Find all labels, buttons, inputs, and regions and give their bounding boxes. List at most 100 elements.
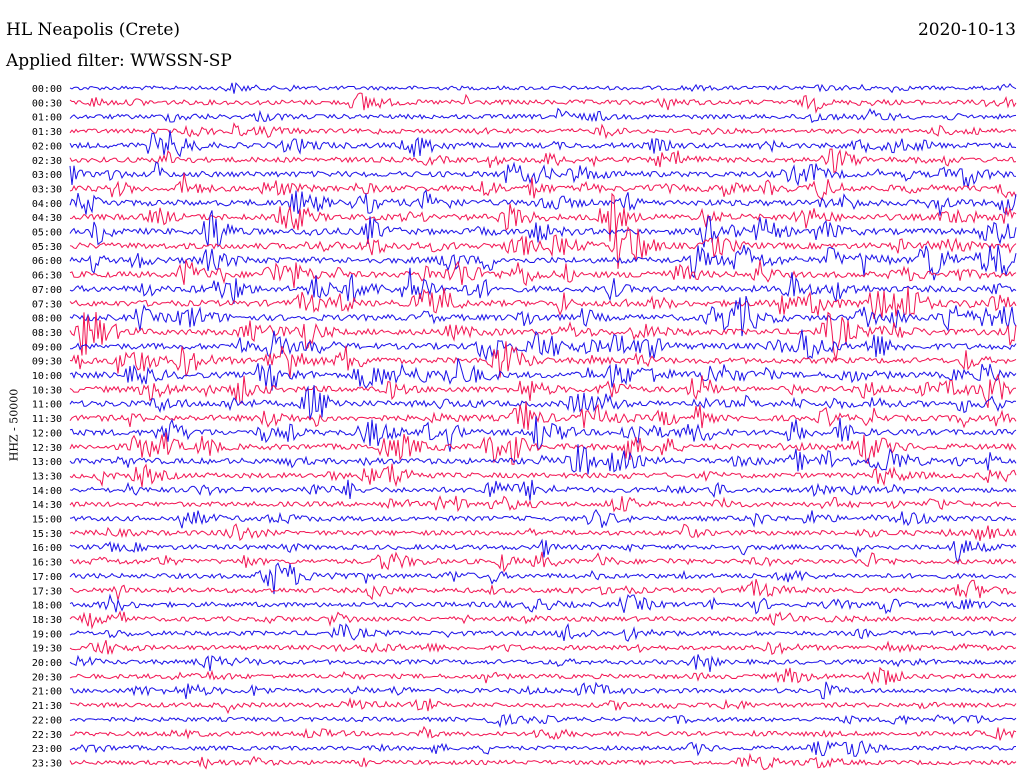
row-time-label: 06:30 <box>32 271 62 282</box>
row-time-label: 21:00 <box>32 687 62 698</box>
trace-row <box>69 92 1017 114</box>
row-time-label: 08:00 <box>32 314 62 325</box>
trace-row <box>69 666 1017 685</box>
trace-row <box>69 562 1017 595</box>
trace-row <box>69 107 1017 124</box>
row-time-label: 22:30 <box>32 730 62 741</box>
trace-row <box>69 479 1017 501</box>
trace-row <box>69 161 1017 189</box>
row-time-label: 02:30 <box>32 156 62 167</box>
row-time-label: 10:00 <box>32 371 62 382</box>
trace-row <box>69 358 1017 391</box>
trace-row <box>69 189 1017 216</box>
row-time-label: 19:30 <box>32 644 62 655</box>
row-time-label: 06:00 <box>32 256 62 267</box>
row-time-label: 17:00 <box>32 572 62 583</box>
row-time-label: 21:30 <box>32 701 62 712</box>
station-title: HL Neapolis (Crete) <box>6 20 181 40</box>
trace-row <box>69 82 1017 94</box>
trace-row <box>69 286 1017 319</box>
trace-row <box>69 713 1017 729</box>
row-label-layer: 00:00 00:30 01:00 01:30 02:00 02:30 03:00 03:30… <box>32 84 62 769</box>
trace-row <box>69 311 1017 361</box>
trace-row <box>69 267 1017 304</box>
trace-row <box>69 259 1017 288</box>
trace-row <box>69 385 1017 420</box>
trace-row <box>69 192 1017 242</box>
trace-row <box>69 640 1017 655</box>
trace-row <box>69 122 1017 140</box>
trace-row <box>69 373 1017 408</box>
trace-row <box>69 681 1017 700</box>
row-time-label: 20:00 <box>32 658 62 669</box>
trace-row <box>69 244 1017 281</box>
row-time-label: 03:30 <box>32 184 62 195</box>
row-time-label: 02:00 <box>32 141 62 152</box>
row-time-label: 16:30 <box>32 558 62 569</box>
row-time-label: 00:00 <box>32 84 62 95</box>
row-time-label: 15:30 <box>32 529 62 540</box>
row-time-label: 03:00 <box>32 170 62 181</box>
row-time-label: 17:30 <box>32 586 62 597</box>
trace-row <box>69 130 1017 158</box>
trace-row <box>69 523 1017 541</box>
row-time-label: 19:00 <box>32 629 62 640</box>
trace-row <box>70 329 1017 362</box>
row-time-label: 09:30 <box>32 357 62 368</box>
row-time-label: 12:00 <box>32 428 62 439</box>
row-time-label: 04:00 <box>32 199 62 210</box>
trace-row <box>69 622 1017 642</box>
trace-row <box>69 444 1017 475</box>
row-time-label: 23:00 <box>32 744 62 755</box>
row-time-label: 05:00 <box>32 228 62 239</box>
trace-row <box>69 697 1017 715</box>
row-time-label: 12:30 <box>32 443 62 454</box>
trace-row <box>69 610 1017 630</box>
trace-row <box>69 172 1017 201</box>
trace-row <box>69 579 1017 601</box>
trace-row <box>69 432 1017 465</box>
row-time-label: 07:00 <box>32 285 62 296</box>
trace-layer <box>69 82 1017 771</box>
row-time-label: 05:30 <box>32 242 62 253</box>
row-time-label: 18:00 <box>32 601 62 612</box>
trace-row <box>69 416 1017 452</box>
trace-row <box>69 210 1017 248</box>
trace-row <box>69 752 1017 771</box>
row-time-label: 14:30 <box>32 500 62 511</box>
row-time-label: 04:30 <box>32 213 62 224</box>
row-time-label: 22:00 <box>32 715 62 726</box>
row-time-label: 01:30 <box>32 127 62 138</box>
row-time-label: 01:00 <box>32 113 62 124</box>
record-date: 2020-10-13 <box>917 20 1016 40</box>
row-time-label: 00:30 <box>32 98 62 109</box>
row-time-label: 14:00 <box>32 486 62 497</box>
trace-row <box>69 463 1017 488</box>
row-time-label: 20:30 <box>32 672 62 683</box>
row-time-label: 18:30 <box>32 615 62 626</box>
trace-row <box>69 401 1017 431</box>
row-time-label: 13:00 <box>32 457 62 468</box>
row-time-label: 10:30 <box>32 385 62 396</box>
filter-label: Applied filter: WWSSN-SP <box>6 51 232 71</box>
trace-row <box>69 538 1017 565</box>
trace-row <box>69 341 1017 378</box>
trace-row <box>69 148 1017 174</box>
row-time-label: 08:30 <box>32 328 62 339</box>
row-time-label: 09:00 <box>32 342 62 353</box>
trace-row <box>69 295 1017 337</box>
row-time-label: 15:00 <box>32 515 62 526</box>
trace-row <box>69 225 1017 269</box>
trace-row <box>69 593 1017 615</box>
trace-row <box>69 551 1017 573</box>
trace-row <box>69 725 1017 741</box>
row-time-label: 11:00 <box>32 400 62 411</box>
trace-row <box>69 739 1017 757</box>
trace-row <box>69 654 1016 672</box>
row-time-label: 23:30 <box>32 758 62 769</box>
row-time-label: 11:30 <box>32 414 62 425</box>
row-time-label: 07:30 <box>32 299 62 310</box>
trace-row <box>69 508 1017 529</box>
trace-row <box>69 495 1017 513</box>
